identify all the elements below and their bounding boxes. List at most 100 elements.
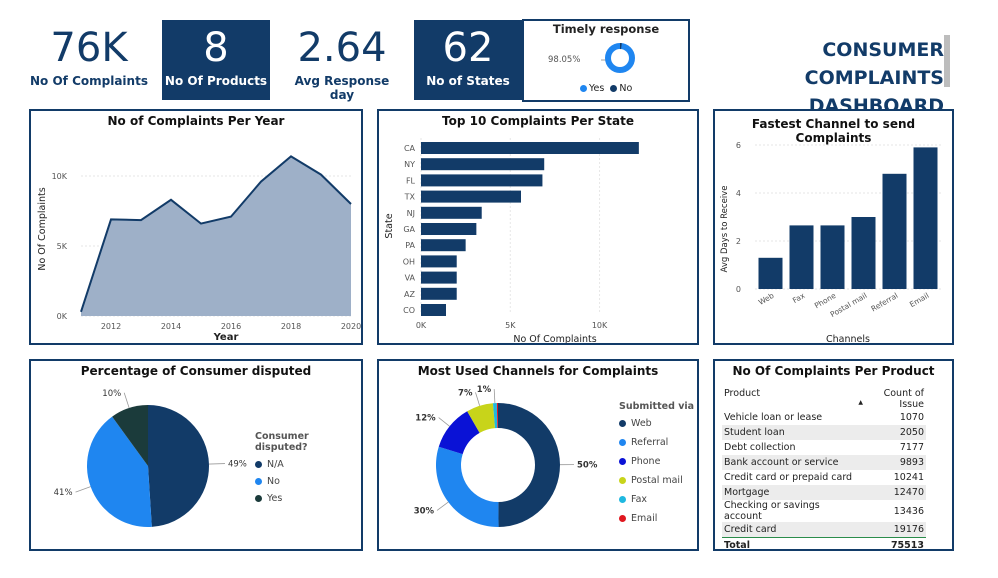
column-header-product[interactable]: Product xyxy=(724,388,761,399)
legend-label: No xyxy=(267,476,280,487)
kpi-products-label: No Of Products xyxy=(164,74,268,88)
y-tick-label: AZ xyxy=(404,290,415,299)
donut-slice xyxy=(436,446,499,527)
leader-line xyxy=(493,389,496,404)
timely-legend-no: No xyxy=(610,83,632,94)
count-cell: 2050 xyxy=(856,425,926,440)
data-label: 7% xyxy=(458,388,473,398)
table-row[interactable]: Vehicle loan or lease 1070 xyxy=(722,410,926,425)
kpi-complaints-value: 76K xyxy=(50,25,128,71)
timely-legend-yes: Yes xyxy=(580,83,604,94)
chart-title: Percentage of Consumer disputed xyxy=(80,364,312,378)
legend-item: Web xyxy=(619,414,694,433)
panel-complaints-per-product: No Of Complaints Per Product Product Cou… xyxy=(713,359,954,553)
bar xyxy=(421,287,457,300)
timely-legend-no-label: No xyxy=(619,83,633,94)
legend-item: Fax xyxy=(619,490,694,509)
x-tick-label: 2012 xyxy=(101,322,121,331)
x-axis-label: Year xyxy=(213,332,239,343)
legend-item: Yes xyxy=(255,490,361,507)
table-row[interactable]: Bank account or service 9893 xyxy=(722,455,926,470)
legend-label: Phone xyxy=(631,456,661,467)
legend-item: Referral xyxy=(619,433,694,452)
table-row[interactable]: Credit card or prepaid card 10241 xyxy=(722,470,926,485)
x-axis-label: Channels xyxy=(826,334,870,343)
leader-line xyxy=(438,417,450,427)
legend-label: Postal mail xyxy=(631,475,683,486)
product-name-cell: Credit card or prepaid card xyxy=(724,472,853,483)
kpi-products: 8 No Of Products xyxy=(162,20,270,100)
timely-response-pct: 98.05% xyxy=(548,55,581,65)
x-tick-label: 2014 xyxy=(161,322,181,331)
donut-slice xyxy=(492,403,498,429)
donut-slice xyxy=(467,403,495,433)
legend-dot-icon xyxy=(619,515,626,522)
chart-title: No Of Complaints Per Product xyxy=(732,364,935,378)
timely-response-title: Timely response xyxy=(552,22,660,36)
timely-response-donut xyxy=(601,43,635,73)
table-total-row: Total 75513 xyxy=(722,536,926,553)
table-row[interactable]: Credit card 19176 xyxy=(722,522,926,537)
bar xyxy=(421,304,446,316)
kpi-states-value: 62 xyxy=(442,25,494,71)
data-label: 1% xyxy=(477,385,492,395)
chart-complaints-per-state: 0K 5K 10K CA NY FL TX NJ GA PA OH VA AZ CO No Of Compl… xyxy=(384,138,639,343)
bar xyxy=(421,142,639,154)
bar xyxy=(421,239,466,252)
count-cell: 10241 xyxy=(893,472,924,483)
bar xyxy=(851,217,876,289)
panel-consumer-disputed: Percentage of Consumer disputed 49% 41% 10… xyxy=(29,359,363,551)
total-label: Total xyxy=(722,536,857,553)
table-row[interactable]: Mortgage 12470 xyxy=(722,485,926,500)
table-row[interactable]: Student loan 2050 xyxy=(722,425,926,440)
product-name-cell: Debt collection xyxy=(724,442,796,453)
legend-label: Fax xyxy=(631,494,648,505)
timely-donut-no xyxy=(605,43,635,73)
x-tick-label: Web xyxy=(757,291,776,307)
leader-line xyxy=(475,392,481,406)
legend-item: Phone xyxy=(619,452,694,471)
title-accent-bar xyxy=(944,35,950,87)
legend-dot-icon xyxy=(255,461,262,468)
product-name-cell: Checking or savings account xyxy=(724,500,820,522)
product-name-cell: Mortgage xyxy=(722,485,857,500)
chart-title: Most Used Channels for Complaints xyxy=(417,364,659,378)
disputed-legend: Consumer disputed? N/A No Yes xyxy=(255,431,361,507)
bar xyxy=(421,223,477,235)
donut-slice xyxy=(498,403,561,527)
bar xyxy=(820,225,845,289)
y-tick-label: NJ xyxy=(407,209,415,218)
panel-complaints-per-state: Top 10 Complaints Per State 0K 5K 10K CA NY F… xyxy=(377,109,699,345)
y-tick-label: CA xyxy=(404,144,416,153)
timely-legend: Yes No xyxy=(580,83,632,94)
panel-channels-used: Most Used Channels for Complaints 50% 30%… xyxy=(377,359,699,551)
bar xyxy=(789,225,814,289)
product-name-cell: Vehicle loan or lease xyxy=(724,412,823,423)
legend-dot-icon xyxy=(580,85,587,92)
count-cell: 1070 xyxy=(899,412,924,423)
table-row[interactable]: Checking or savings account 13436 xyxy=(722,500,926,522)
product-name-cell: Bank account or service xyxy=(722,455,857,470)
table-header-row: Product Count of Issue ▲ xyxy=(722,385,926,410)
legend-label: N/A xyxy=(267,459,284,470)
legend-item: N/A xyxy=(255,456,361,473)
legend-dot-icon xyxy=(255,495,262,502)
kpi-complaints-label: No Of Complaints xyxy=(30,74,148,88)
legend-dot-icon xyxy=(619,496,626,503)
kpi-products-value: 8 xyxy=(203,25,229,71)
y-tick-label: FL xyxy=(406,176,416,185)
legend-dot-icon xyxy=(619,420,626,427)
pie-slice xyxy=(148,405,209,527)
column-header-count[interactable]: Count of Issue ▲ xyxy=(856,385,926,410)
legend-dot-icon xyxy=(610,85,618,92)
disputed-legend-title: Consumer disputed? xyxy=(255,431,309,453)
bar xyxy=(421,190,521,203)
area-fill xyxy=(81,156,351,316)
y-axis-label: State xyxy=(384,213,395,238)
chart-consumer-disputed: 49% 41% 10% xyxy=(54,389,247,527)
y-tick-label: VA xyxy=(405,274,416,283)
x-axis-label: No Of Complaints xyxy=(513,334,596,343)
y-axis-label: No Of Complaints xyxy=(37,187,48,270)
table-row[interactable]: Debt collection 7177 xyxy=(722,440,926,455)
x-tick-label: 10K xyxy=(592,321,608,330)
